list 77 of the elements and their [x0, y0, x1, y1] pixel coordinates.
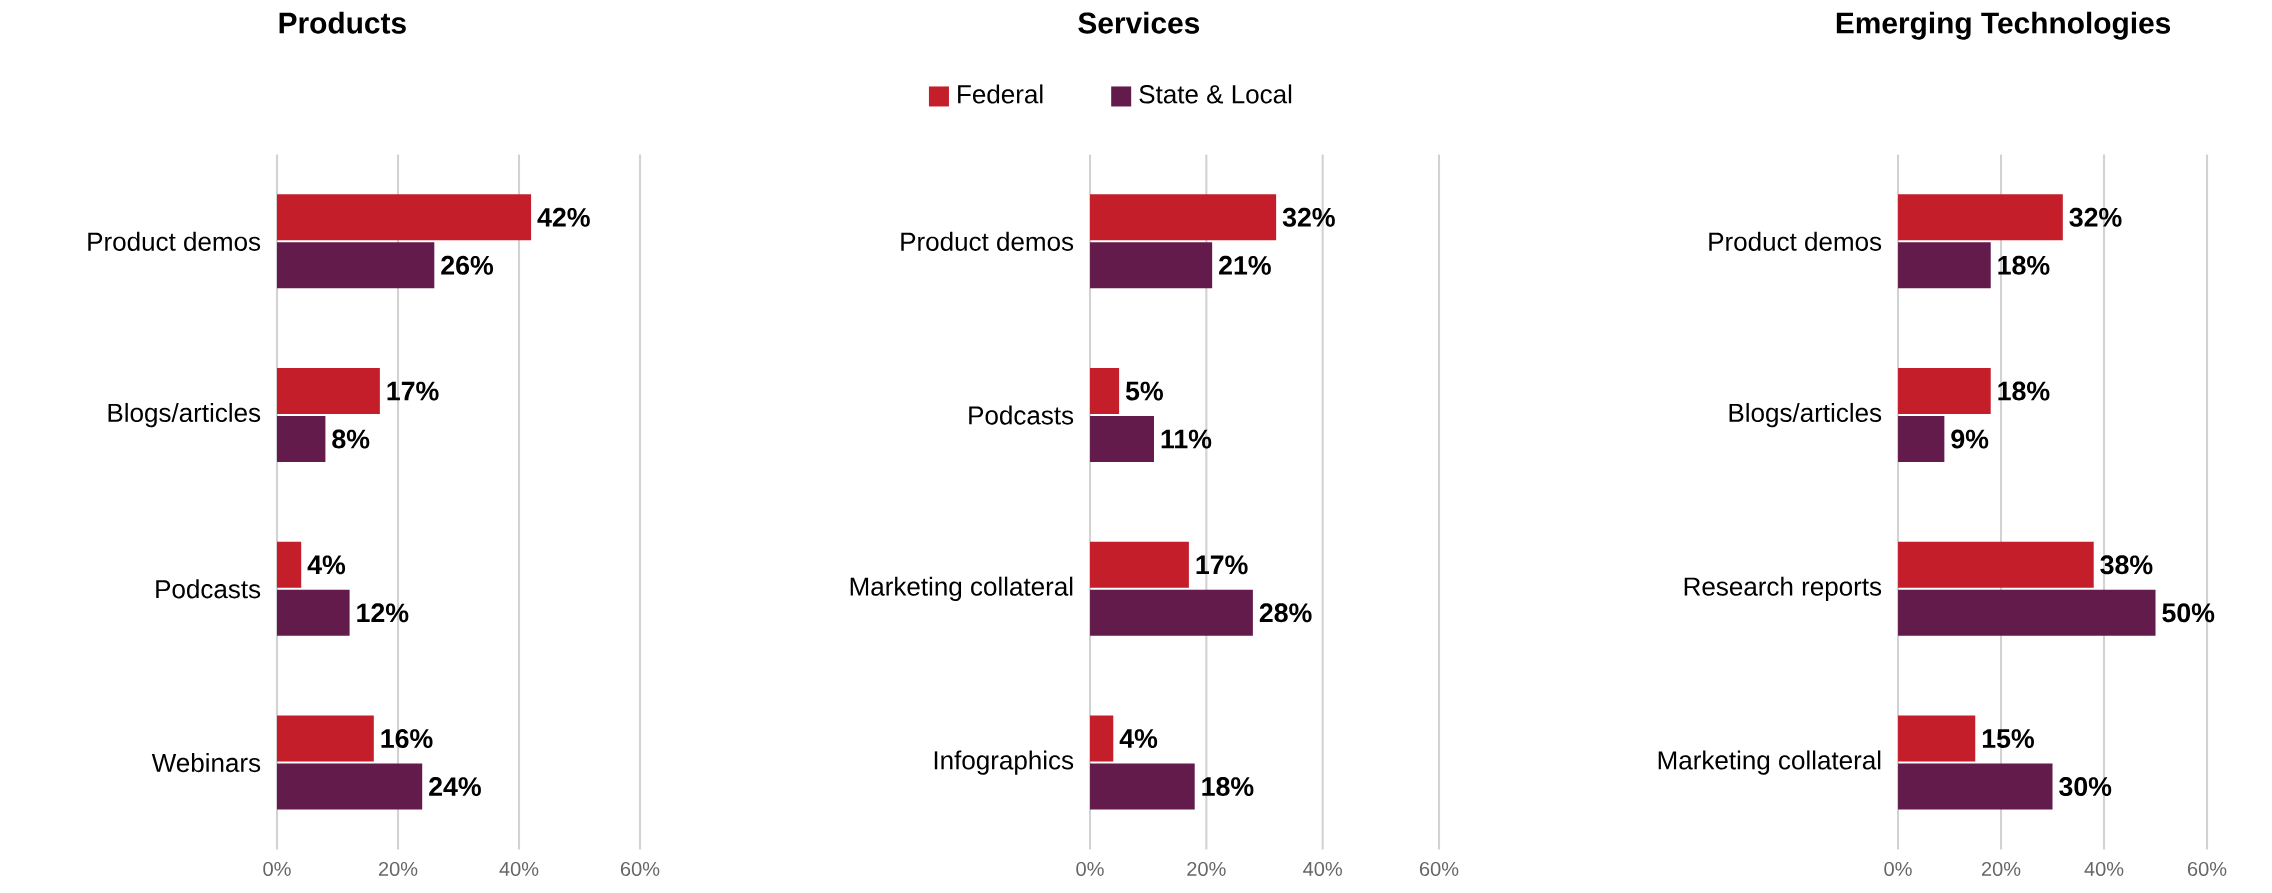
x-tick-label: 20% — [378, 861, 418, 876]
x-tick-label: 60% — [1419, 861, 1459, 876]
bar — [1090, 367, 1120, 414]
y-tick-label: Podcasts — [156, 579, 261, 599]
y-tick-label: Product demos — [901, 231, 1074, 251]
data-label: 32% — [2069, 207, 2122, 227]
data-label: 18% — [1202, 776, 1254, 796]
bar — [277, 541, 302, 588]
data-label: 4% — [1119, 728, 1158, 748]
bar — [1898, 367, 1991, 414]
bar — [277, 194, 532, 241]
bar — [1898, 589, 2156, 636]
data-label: 15% — [1982, 728, 2034, 748]
x-tick-label: 20% — [1187, 861, 1226, 876]
x-tick-label: 40% — [499, 861, 539, 876]
data-label: 26% — [441, 255, 494, 275]
bar — [277, 589, 350, 636]
y-tick-label: Infographics — [934, 750, 1074, 775]
chart-title: Products — [279, 11, 406, 34]
y-tick-label: Product demos — [88, 231, 261, 251]
bar — [1090, 415, 1154, 462]
legend-label: Federal — [958, 84, 1043, 104]
chart-title: Emerging Technologies — [1836, 11, 2171, 40]
data-label: 5% — [1125, 381, 1163, 401]
bar — [1898, 242, 1991, 289]
y-tick-label: Blogs/articles — [108, 402, 261, 427]
bar — [1090, 242, 1213, 289]
y-tick-label: Podcasts — [969, 405, 1074, 425]
data-label: 16% — [381, 728, 433, 748]
bar — [1090, 715, 1114, 762]
y-tick-label: Research reports — [1684, 576, 1882, 601]
bar — [1090, 589, 1253, 636]
bar — [277, 367, 380, 414]
data-label: 9% — [1951, 429, 1989, 449]
bar — [1090, 763, 1195, 810]
bar — [1898, 715, 1976, 762]
bar — [277, 415, 326, 462]
bar — [1898, 763, 2053, 810]
data-label: 17% — [1196, 555, 1248, 575]
data-label: 38% — [2100, 555, 2153, 575]
bar — [1898, 541, 2094, 588]
x-tick-label: 20% — [1981, 861, 2021, 876]
data-label: 28% — [1259, 603, 1312, 623]
data-label: 24% — [429, 776, 481, 796]
data-label: 12% — [357, 603, 409, 623]
bar — [1090, 541, 1189, 588]
data-label: 11% — [1161, 429, 1212, 449]
x-tick-label: 40% — [1303, 861, 1342, 876]
x-tick-label: 0% — [1076, 861, 1104, 876]
x-tick-label: 60% — [620, 861, 660, 876]
bar — [277, 715, 374, 762]
data-label: 42% — [537, 207, 590, 227]
x-tick-label: 0% — [1884, 861, 1912, 876]
legend-label: State & Local — [1139, 84, 1292, 104]
bar — [1090, 194, 1277, 241]
x-tick-label: 40% — [2084, 861, 2124, 876]
data-label: 18% — [1998, 255, 2050, 275]
data-label: 4% — [307, 555, 346, 575]
x-tick-label: 0% — [263, 861, 291, 876]
bar — [1898, 194, 2063, 241]
chart-title: Services — [1078, 11, 1200, 34]
y-tick-label: Marketing collateral — [1658, 750, 1881, 775]
data-label: 18% — [1998, 381, 2050, 401]
y-tick-label: Marketing collateral — [850, 576, 1073, 601]
bar — [277, 763, 423, 810]
data-label: 21% — [1219, 255, 1271, 275]
y-tick-label: Product demos — [1709, 231, 1882, 251]
data-label: 30% — [2059, 776, 2112, 796]
data-label: 32% — [1282, 207, 1335, 227]
data-label: 50% — [2162, 603, 2215, 623]
bar — [1898, 415, 1945, 462]
y-tick-label: Blogs/articles — [1729, 402, 1882, 427]
data-label: 17% — [387, 381, 439, 401]
bar — [277, 242, 435, 289]
y-tick-label: Webinars — [151, 752, 261, 772]
x-tick-label: 60% — [2187, 861, 2227, 876]
data-label: 8% — [332, 429, 370, 449]
